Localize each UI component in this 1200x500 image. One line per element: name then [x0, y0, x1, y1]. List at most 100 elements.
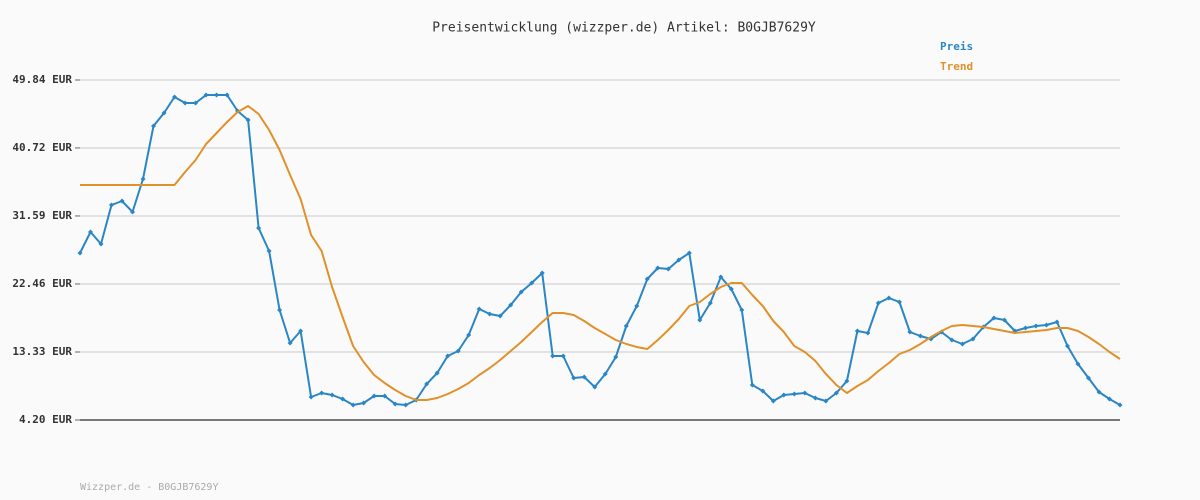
data-point — [854, 328, 860, 334]
data-point — [119, 198, 125, 204]
data-point — [760, 388, 766, 394]
data-point — [539, 270, 545, 276]
data-point — [497, 313, 503, 319]
data-point — [1096, 389, 1102, 395]
data-point — [970, 336, 976, 342]
data-point — [623, 323, 629, 329]
data-point — [560, 353, 566, 359]
data-point — [728, 286, 734, 292]
data-point — [1043, 322, 1049, 328]
data-point — [151, 123, 157, 129]
data-point — [1054, 319, 1060, 325]
data-point — [1075, 361, 1081, 367]
data-point — [571, 375, 577, 381]
data-point — [287, 340, 293, 346]
data-point — [329, 392, 335, 398]
legend-entry: Preis — [940, 40, 973, 53]
data-point — [88, 229, 94, 235]
data-point — [382, 393, 388, 399]
data-point — [224, 92, 230, 98]
data-point — [392, 401, 398, 407]
data-point — [791, 391, 797, 397]
data-point — [245, 117, 251, 123]
data-point — [308, 394, 314, 400]
data-point — [739, 307, 745, 313]
data-point — [98, 241, 104, 247]
data-point — [749, 382, 755, 388]
data-point — [802, 390, 808, 396]
chart-title: Preisentwicklung (wizzper.de) Artikel: B… — [432, 21, 816, 36]
data-point — [959, 341, 965, 347]
data-point — [371, 393, 377, 399]
data-point — [424, 381, 430, 387]
data-point — [991, 315, 997, 321]
data-point — [319, 390, 325, 396]
data-point — [907, 329, 913, 335]
data-point — [707, 300, 713, 306]
data-point — [277, 307, 283, 313]
data-point — [718, 274, 724, 280]
data-point — [697, 317, 703, 323]
data-point — [140, 176, 146, 182]
data-point — [529, 280, 535, 286]
data-point — [455, 348, 461, 354]
data-point — [266, 248, 272, 254]
data-point — [781, 392, 787, 398]
footer-source: Wizzper.de - B0GJB7629Y — [80, 482, 218, 493]
data-point — [686, 250, 692, 256]
data-point — [1085, 375, 1091, 381]
data-point — [340, 396, 346, 402]
data-point — [361, 400, 367, 406]
data-point — [298, 328, 304, 334]
data-point — [434, 370, 440, 376]
data-point — [203, 92, 209, 98]
y-tick-label: 22.46 EUR — [12, 277, 72, 290]
legend-entry: Trend — [940, 60, 973, 73]
data-point — [770, 398, 776, 404]
y-tick-label: 40.72 EUR — [12, 141, 72, 154]
data-point — [550, 353, 556, 359]
data-point — [581, 374, 587, 380]
data-point — [676, 257, 682, 263]
data-point — [1117, 402, 1123, 408]
data-point — [613, 354, 619, 360]
data-point — [445, 353, 451, 359]
data-point — [182, 100, 188, 106]
data-point — [1033, 323, 1039, 329]
data-point — [896, 299, 902, 305]
data-point — [214, 92, 220, 98]
y-tick-label: 31.59 EUR — [12, 209, 72, 222]
y-tick-label: 49.84 EUR — [12, 73, 72, 86]
data-point — [77, 250, 83, 256]
data-point — [812, 395, 818, 401]
series-line — [79, 94, 1121, 406]
data-point — [655, 265, 661, 271]
series-line — [80, 105, 1121, 401]
data-point — [403, 402, 409, 408]
data-point — [1001, 317, 1007, 323]
data-point — [833, 390, 839, 396]
data-point — [487, 311, 493, 317]
data-point — [823, 398, 829, 404]
data-point — [161, 110, 167, 116]
data-point — [1106, 396, 1112, 402]
data-point — [1022, 325, 1028, 331]
data-point — [476, 306, 482, 312]
data-point — [466, 332, 472, 338]
data-point — [865, 330, 871, 336]
data-point — [508, 302, 514, 308]
data-point — [602, 371, 608, 377]
y-tick-label: 4.20 EUR — [19, 413, 72, 426]
data-point — [350, 402, 356, 408]
data-point — [592, 384, 598, 390]
data-point — [665, 266, 671, 272]
data-point — [256, 225, 262, 231]
data-point — [634, 303, 640, 309]
data-point — [875, 300, 881, 306]
data-point — [886, 295, 892, 301]
data-point — [193, 100, 199, 106]
y-tick-label: 13.33 EUR — [12, 345, 72, 358]
data-point — [644, 276, 650, 282]
